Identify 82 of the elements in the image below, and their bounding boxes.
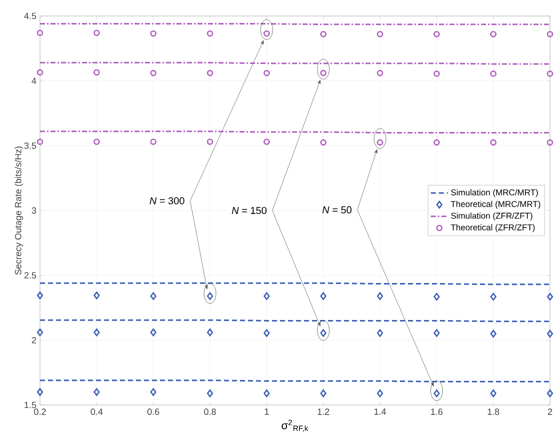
annotation: N = 150 — [232, 206, 266, 214]
point — [490, 389, 496, 398]
point — [150, 30, 156, 37]
y-tick-label: 3.5 — [24, 142, 36, 149]
point — [94, 30, 100, 36]
point — [434, 31, 440, 38]
y-tick-label: 2.5 — [24, 272, 36, 279]
point — [150, 388, 156, 396]
point — [434, 292, 440, 301]
point — [94, 388, 100, 396]
point — [434, 70, 440, 77]
point — [206, 70, 214, 76]
point — [546, 330, 554, 338]
x-tick-label: 1 — [264, 408, 269, 415]
x-tick-label: 2 — [548, 408, 552, 415]
x-tick-label: 0.8 — [204, 408, 216, 415]
y-tick-label: 3 — [32, 207, 36, 214]
point — [264, 30, 270, 37]
x-tick-label: 0.2 — [34, 408, 46, 415]
point — [490, 292, 496, 301]
point — [150, 328, 156, 336]
point — [376, 329, 384, 337]
point — [320, 389, 326, 398]
point — [490, 31, 496, 38]
point — [264, 70, 270, 76]
y-tick-label: 2 — [32, 337, 36, 344]
point — [376, 292, 384, 300]
x-tick-label: 1.2 — [318, 408, 330, 415]
point — [434, 329, 440, 337]
point — [94, 292, 100, 300]
point — [546, 292, 554, 301]
point — [206, 328, 214, 336]
point — [36, 328, 44, 336]
point — [546, 70, 554, 77]
point — [264, 329, 270, 337]
point — [320, 70, 326, 76]
point — [94, 138, 100, 145]
point — [546, 31, 554, 38]
x-tick-label: 1.6 — [431, 408, 443, 415]
x-tick-label: 1.8 — [488, 408, 500, 415]
x-tick-label: 0.4 — [90, 408, 103, 415]
legend-label: Simulation (MRC/MRT) — [451, 189, 538, 198]
point — [36, 388, 44, 396]
point — [546, 389, 554, 398]
point — [150, 138, 156, 145]
y-tick-label: 4 — [32, 78, 36, 84]
x-tick-label: 1.4 — [374, 408, 386, 415]
point — [150, 292, 156, 300]
y-tick-label: 4.5 — [24, 12, 36, 20]
point — [36, 292, 44, 300]
point — [434, 139, 440, 146]
y-axis-title: Secrecy Outage Rate (bits/s/Hz) — [14, 146, 24, 275]
point — [206, 30, 214, 37]
point — [376, 139, 384, 146]
point — [546, 139, 554, 146]
point — [490, 330, 496, 338]
point — [320, 139, 326, 146]
point — [490, 70, 496, 77]
y-tick-label: 1.5 — [24, 402, 36, 408]
point — [376, 70, 384, 76]
point — [264, 389, 270, 398]
point — [36, 138, 44, 145]
point — [320, 31, 326, 38]
point — [36, 30, 44, 36]
point — [376, 31, 384, 38]
x-tick-label: 0.6 — [147, 408, 160, 415]
legend-label: Theoretical (MRC/MRT) — [450, 200, 540, 209]
legend-label: Simulation (ZFR/ZFT) — [451, 212, 532, 220]
point — [206, 389, 214, 398]
point — [36, 69, 44, 76]
point — [206, 138, 214, 145]
legend-label: Theoretical (ZFR/ZFT) — [450, 224, 535, 232]
point — [264, 292, 270, 300]
point — [150, 70, 156, 76]
point — [264, 138, 270, 145]
point — [94, 328, 100, 336]
point — [94, 69, 100, 76]
point — [490, 139, 496, 146]
point — [376, 389, 384, 398]
point — [320, 292, 326, 300]
annotation: N = 50 — [322, 206, 352, 214]
annotation: N = 300 — [150, 197, 184, 204]
